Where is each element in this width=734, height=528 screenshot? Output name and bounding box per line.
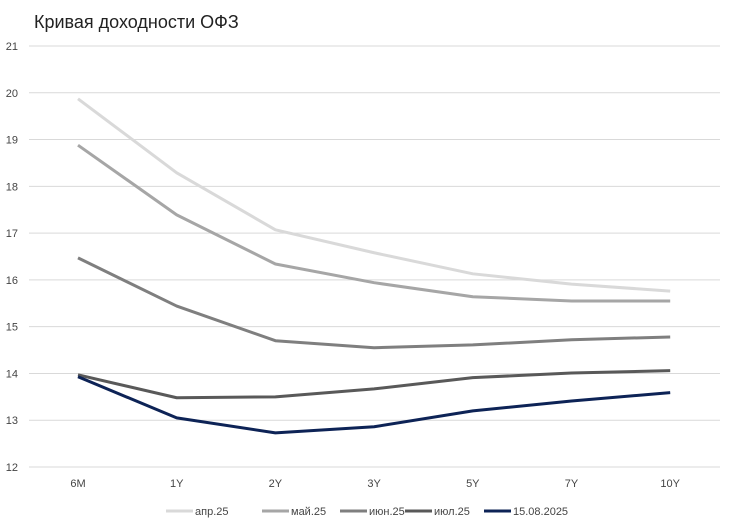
chart-title: Кривая доходности ОФЗ bbox=[34, 12, 239, 32]
y-tick-label: 18 bbox=[6, 181, 18, 193]
y-tick-label: 20 bbox=[6, 88, 18, 100]
y-tick-label: 21 bbox=[6, 41, 18, 53]
series-line-5 bbox=[77, 375, 671, 435]
x-tick-label: 3Y bbox=[367, 478, 381, 490]
y-tick-label: 15 bbox=[6, 322, 18, 334]
series-line-1 bbox=[77, 97, 671, 293]
y-tick-label: 12 bbox=[6, 462, 18, 474]
series-line-2 bbox=[77, 143, 671, 303]
legend-label: апр.25 bbox=[195, 506, 228, 518]
x-tick-label: 2Y bbox=[269, 478, 283, 490]
legend-label: май.25 bbox=[291, 506, 326, 518]
y-tick-label: 16 bbox=[6, 275, 18, 287]
legend-label: 15.08.2025 bbox=[513, 506, 568, 518]
series-line-4 bbox=[77, 369, 671, 400]
legend-label: июл.25 bbox=[434, 506, 470, 518]
y-tick-label: 17 bbox=[6, 228, 18, 240]
x-tick-label: 6M bbox=[70, 478, 85, 490]
y-tick-label: 14 bbox=[6, 368, 18, 380]
x-tick-label: 1Y bbox=[170, 478, 184, 490]
legend-label: июн.25 bbox=[369, 506, 405, 518]
y-tick-label: 19 bbox=[6, 135, 18, 147]
x-tick-label: 7Y bbox=[565, 478, 579, 490]
series-line-3 bbox=[77, 256, 671, 350]
x-tick-label: 10Y bbox=[660, 478, 680, 490]
x-tick-label: 5Y bbox=[466, 478, 480, 490]
y-tick-label: 13 bbox=[6, 415, 18, 427]
